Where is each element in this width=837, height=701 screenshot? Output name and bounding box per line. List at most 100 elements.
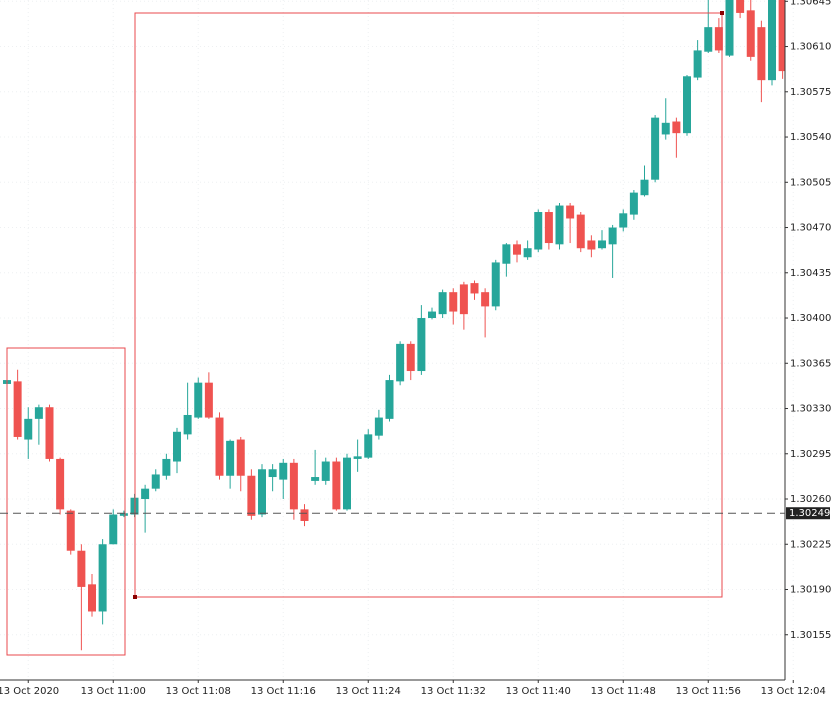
candle-body — [714, 27, 723, 51]
candle-body — [566, 205, 575, 219]
candle-body — [289, 462, 298, 510]
candle-body — [587, 240, 596, 250]
anchor-point — [720, 11, 724, 15]
candle-body — [374, 417, 383, 436]
candle-body — [151, 474, 160, 489]
candle-body — [640, 179, 649, 196]
y-tick-label: 1.30295 — [790, 449, 831, 460]
x-tick-label: 13 Oct 11:48 — [591, 686, 656, 697]
candle-body — [417, 318, 426, 372]
candle-body — [491, 262, 500, 307]
candle-body — [353, 456, 362, 459]
candle-body — [141, 488, 150, 500]
y-tick-label: 1.30435 — [790, 268, 831, 279]
candle-body — [598, 240, 606, 249]
candle-body — [109, 514, 118, 545]
x-tick-label: 13 Oct 12:04 — [761, 686, 826, 697]
y-tick-label: 1.30610 — [790, 42, 831, 53]
candle-body — [194, 382, 203, 418]
current-price-label: 1.30249 — [789, 508, 830, 519]
candle-body — [311, 477, 320, 481]
candle-body — [13, 381, 22, 437]
candle-body — [396, 343, 405, 382]
candle-body — [725, 0, 734, 56]
candle-body — [470, 283, 479, 294]
candle-body — [385, 380, 394, 419]
candle-body — [534, 212, 543, 250]
candle-body — [343, 457, 351, 510]
y-tick-label: 1.30155 — [790, 630, 831, 641]
x-tick-label: 13 Oct 11:56 — [676, 686, 741, 697]
candle-body — [523, 248, 532, 258]
y-tick-label: 1.30505 — [790, 177, 831, 188]
candle-body — [693, 50, 702, 78]
candle-body — [268, 469, 277, 478]
grid — [0, 0, 794, 680]
y-tick-label: 1.30365 — [790, 358, 831, 369]
candle-body — [449, 292, 458, 312]
candle-body — [502, 244, 511, 264]
x-tick-label: 13 Oct 11:24 — [336, 686, 401, 697]
y-tick-label: 1.30540 — [790, 132, 831, 143]
candle-body — [45, 407, 54, 459]
candle-body — [757, 27, 766, 81]
candle-body — [438, 292, 447, 315]
candle-body — [236, 439, 245, 476]
candle-body — [364, 434, 373, 458]
x-tick-label: 13 Oct 11:16 — [251, 686, 316, 697]
candle-body — [24, 418, 33, 440]
y-tick-label: 1.30225 — [790, 539, 831, 550]
candle-body — [746, 10, 755, 57]
candle-body — [651, 117, 660, 180]
candle-body — [215, 417, 224, 476]
candle-body — [226, 440, 235, 476]
candle-body — [428, 311, 436, 319]
y-tick-label: 1.30330 — [790, 404, 831, 415]
candle-body — [300, 509, 309, 521]
candle-body — [247, 475, 256, 516]
candle-body — [332, 461, 341, 510]
candle-body — [258, 469, 266, 515]
candle-body — [119, 513, 128, 516]
candle-body — [481, 292, 490, 307]
x-tick-label: 13 Oct 11:00 — [81, 686, 146, 697]
candle-body — [778, 0, 785, 72]
range-box — [6, 347, 126, 656]
candle-body — [736, 0, 745, 13]
x-tick-label: 13 Oct 11:08 — [166, 686, 231, 697]
candle-body — [204, 382, 213, 418]
candle-body — [629, 192, 638, 215]
candle-body — [98, 544, 107, 612]
candle-body — [56, 458, 65, 510]
y-tick-label: 1.30400 — [790, 313, 831, 324]
candle-body — [88, 584, 96, 612]
range-box — [134, 12, 723, 598]
y-tick-label: 1.30190 — [790, 585, 831, 596]
candle-body — [321, 461, 330, 481]
candle-body — [459, 284, 468, 315]
y-tick-label: 1.30470 — [790, 223, 831, 234]
candle-body — [683, 76, 691, 134]
candle-body — [173, 431, 181, 462]
current-price-box — [786, 507, 830, 520]
candle-body — [608, 227, 617, 245]
candle-body — [544, 212, 553, 244]
candle-body — [406, 343, 415, 372]
candle-body — [34, 407, 43, 419]
anchor-point — [133, 595, 137, 599]
candle-body — [183, 414, 192, 435]
y-tick-label: 1.30260 — [790, 494, 831, 505]
candle-body — [513, 244, 521, 255]
candle-body — [768, 0, 776, 81]
candle-body — [661, 122, 670, 135]
candle-body — [555, 205, 564, 245]
candle-body — [576, 214, 585, 249]
candle-body — [704, 27, 713, 52]
x-tick-label: 13 Oct 11:32 — [421, 686, 486, 697]
x-tick-label: 13 Oct 11:40 — [506, 686, 571, 697]
y-tick-label: 1.30645 — [790, 0, 831, 7]
candle-body — [619, 213, 628, 228]
candle-body — [279, 462, 288, 480]
